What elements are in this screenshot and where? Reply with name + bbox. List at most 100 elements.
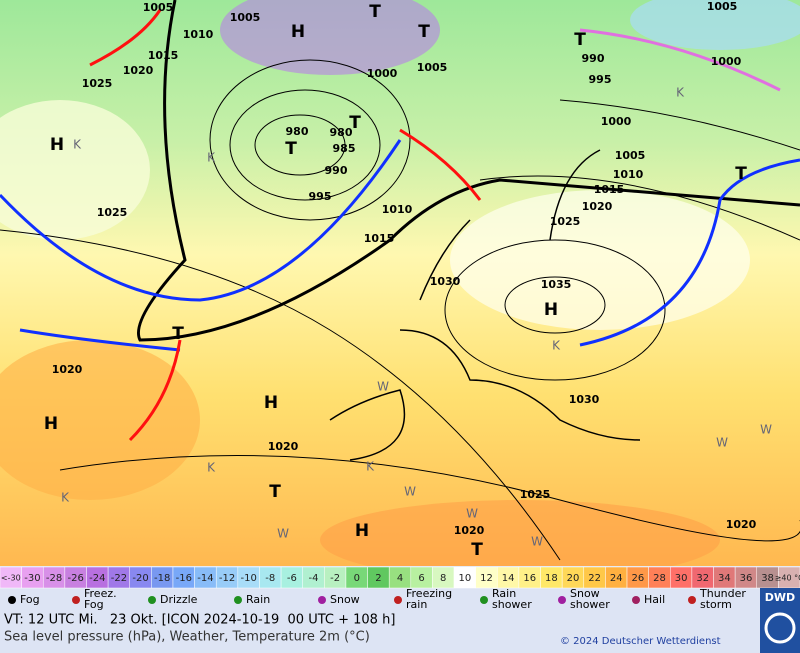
pressure-label: 1010 — [613, 168, 644, 181]
high-label: H — [355, 521, 369, 541]
scale-label: -18 — [154, 573, 170, 584]
map-labels: 1005 1010 1015 1020 1025 1005 1005 1000 980 980 98… — [44, 0, 772, 560]
pressure-label: 1000 — [711, 55, 742, 68]
weather-legend: Fog Freez.Fog Drizzle Rain Snow FreezingrainR… — [8, 587, 746, 611]
scale-label: -24 — [89, 573, 105, 584]
pressure-label: 1020 — [52, 363, 83, 376]
scale-label: 12 — [480, 573, 493, 584]
scale-label: 24 — [610, 573, 623, 584]
legend-icon — [72, 596, 80, 604]
pressure-label: 1005 — [143, 1, 174, 14]
legend-icon — [234, 596, 242, 604]
scale-label: 4 — [397, 573, 403, 584]
low-label: T — [369, 2, 381, 22]
scale-label: -6 — [287, 573, 297, 584]
pressure-label: 980 — [330, 126, 353, 139]
pressure-label: 1005 — [615, 149, 646, 162]
coastline — [329, 149, 641, 461]
cold-label: K — [552, 339, 561, 353]
low-label: T — [574, 30, 586, 50]
pressure-label: 1005 — [417, 61, 448, 74]
scale-label: 32 — [696, 573, 709, 584]
pressure-label: 1010 — [382, 203, 413, 216]
scale-label: -20 — [132, 573, 148, 584]
pressure-label: 995 — [589, 73, 612, 86]
valid-time: VT: 12 UTC Mi. 23 Okt. [ICON 2024-10-19 … — [4, 613, 395, 628]
scale-label: -10 — [240, 573, 256, 584]
pressure-label: 1025 — [82, 77, 113, 90]
scale-label: 8 — [440, 573, 446, 584]
high-label: H — [44, 414, 58, 434]
isobar — [559, 99, 800, 151]
legend-label: storm — [700, 598, 732, 611]
temperature-area — [630, 0, 800, 50]
legend-label: shower — [492, 598, 532, 611]
isobar — [479, 175, 800, 241]
low-label: T — [269, 482, 281, 502]
pressure-label: 1015 — [594, 183, 625, 196]
scale-label: -12 — [219, 573, 235, 584]
pressure-label: 1020 — [454, 524, 485, 537]
cold-label: K — [207, 461, 216, 475]
pressure-label: 1015 — [148, 49, 179, 62]
scale-label: -22 — [111, 573, 127, 584]
low-label: T — [471, 540, 483, 560]
legend-label: Fog — [20, 593, 40, 606]
warm-label: W — [760, 423, 772, 437]
scale-label: 18 — [545, 573, 558, 584]
warm-label: W — [404, 485, 416, 499]
legend-label: Freezing — [406, 587, 452, 600]
legend-label: Freez. — [84, 587, 117, 600]
pressure-label: 1030 — [569, 393, 600, 406]
pressure-label: 990 — [325, 164, 348, 177]
isobar — [209, 59, 411, 221]
legend-icon — [480, 596, 488, 604]
isobars — [0, 59, 800, 561]
legend-label: Drizzle — [160, 593, 198, 606]
scale-label: -8 — [265, 573, 275, 584]
temperature-area — [220, 0, 440, 75]
pressure-label: 990 — [582, 52, 605, 65]
isobar — [229, 89, 381, 201]
isobar — [0, 229, 561, 561]
scale-label: 26 — [631, 573, 644, 584]
legend-label: Snow — [330, 593, 360, 606]
scale-label: -14 — [197, 573, 213, 584]
copyright: © 2024 Deutscher Wetterdienst — [560, 636, 721, 647]
low-label: T — [349, 113, 361, 133]
warm-front — [399, 128, 482, 201]
pressure-label: 985 — [333, 142, 356, 155]
high-label: H — [50, 135, 64, 155]
cold-label: K — [676, 86, 685, 100]
low-label: T — [172, 324, 184, 344]
legend-icon — [394, 596, 402, 604]
pressure-label: 1020 — [268, 440, 299, 453]
high-label: H — [291, 22, 305, 42]
cold-front — [19, 328, 181, 352]
cold-front — [579, 158, 800, 347]
temperature-scale: <-30 -30 -28 -26 -24 -22 -20 -18 -16 -14 -12 -10 -8-… — [0, 566, 800, 589]
isobar — [444, 239, 666, 381]
scale-label: -28 — [46, 573, 62, 584]
scale-label: 16 — [523, 573, 536, 584]
pressure-label: 1005 — [230, 11, 261, 24]
legend-label: Snow — [570, 587, 600, 600]
pressure-label: 1025 — [550, 215, 581, 228]
warm-label: W — [466, 507, 478, 521]
warm-front — [128, 339, 182, 442]
legend-icon — [558, 596, 566, 604]
temperature-area — [0, 100, 150, 240]
scale-label: 10 — [458, 573, 471, 584]
legend-label: Fog — [84, 598, 104, 611]
pressure-label: 980 — [286, 125, 309, 138]
legend-label: rain — [406, 598, 427, 611]
legend-label: shower — [570, 598, 610, 611]
cold-front — [0, 139, 402, 302]
scale-label: -2 — [330, 573, 340, 584]
cold-label: K — [366, 460, 375, 474]
pressure-label: 1010 — [183, 28, 214, 41]
pressure-label: 1025 — [520, 488, 551, 501]
legend-label: Rain — [246, 593, 270, 606]
scale-label: -26 — [68, 573, 84, 584]
legend-label: Hail — [644, 593, 665, 606]
